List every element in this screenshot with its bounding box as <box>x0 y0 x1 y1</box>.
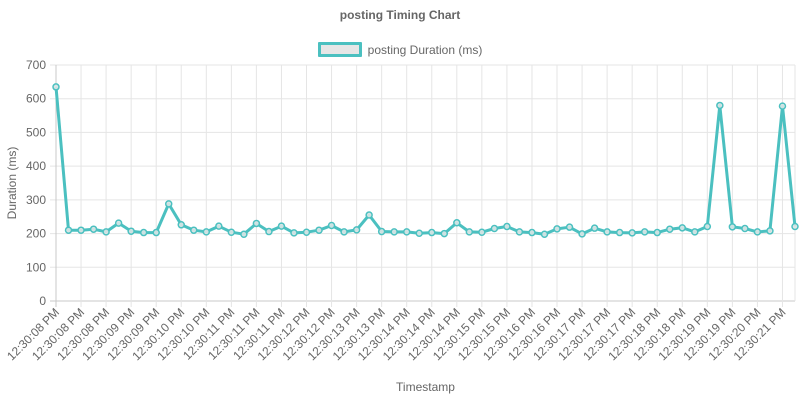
data-point[interactable] <box>164 200 173 208</box>
data-point[interactable] <box>590 224 599 232</box>
data-point[interactable] <box>753 228 762 236</box>
data-point[interactable] <box>603 228 611 236</box>
data-point[interactable] <box>628 229 636 237</box>
data-point[interactable] <box>252 219 261 228</box>
legend-label[interactable]: posting Duration (ms) <box>367 42 483 57</box>
data-point[interactable] <box>703 222 712 231</box>
data-point[interactable] <box>766 227 774 235</box>
data-point[interactable] <box>478 228 486 236</box>
chart-legend[interactable]: posting Duration (ms) <box>0 42 800 57</box>
data-point[interactable] <box>415 229 423 237</box>
data-point[interactable] <box>327 221 336 230</box>
y-tick-label: 700 <box>26 58 46 72</box>
data-point[interactable] <box>453 219 461 227</box>
legend-swatch[interactable] <box>317 42 362 57</box>
data-point[interactable] <box>190 226 198 234</box>
chart-title: posting Timing Chart <box>339 8 461 22</box>
data-point[interactable] <box>77 226 85 234</box>
data-point[interactable] <box>465 228 474 236</box>
y-tick-label: 300 <box>26 193 46 207</box>
data-point[interactable] <box>665 225 674 233</box>
y-tick-label: 0 <box>39 294 46 308</box>
data-point[interactable] <box>139 228 148 237</box>
y-tick-label: 500 <box>26 125 46 139</box>
data-point[interactable] <box>315 226 323 234</box>
data-point[interactable] <box>728 223 737 231</box>
series-layer <box>52 83 799 238</box>
y-tick-label: 400 <box>26 159 46 173</box>
data-point[interactable] <box>265 227 273 236</box>
data-point[interactable] <box>227 228 236 236</box>
data-point[interactable] <box>377 227 386 236</box>
data-point[interactable] <box>64 226 73 234</box>
data-point[interactable] <box>553 225 561 233</box>
data-point[interactable] <box>352 226 361 234</box>
data-point[interactable] <box>390 228 398 236</box>
data-point[interactable] <box>340 228 348 236</box>
data-point[interactable] <box>52 83 60 91</box>
data-point[interactable] <box>490 224 499 233</box>
data-point[interactable] <box>290 229 298 237</box>
data-point[interactable] <box>277 222 286 230</box>
data-point[interactable] <box>565 223 574 231</box>
data-point[interactable] <box>716 101 724 110</box>
data-point[interactable] <box>215 222 223 230</box>
data-point[interactable] <box>177 221 186 229</box>
data-point[interactable] <box>202 228 211 236</box>
grid-layer <box>50 64 796 307</box>
data-point[interactable] <box>528 228 536 237</box>
y-tick-label: 600 <box>26 92 46 106</box>
y-tick-label: 200 <box>26 227 46 241</box>
data-point[interactable] <box>102 228 110 236</box>
data-point[interactable] <box>302 228 311 236</box>
data-point[interactable] <box>791 222 799 231</box>
data-point[interactable] <box>678 224 687 232</box>
data-point[interactable] <box>515 228 524 236</box>
data-point[interactable] <box>778 102 787 110</box>
data-point[interactable] <box>578 230 586 238</box>
data-point[interactable] <box>653 228 661 237</box>
data-point[interactable] <box>152 228 160 237</box>
data-point[interactable] <box>640 228 649 236</box>
data-point[interactable] <box>89 225 98 233</box>
data-point[interactable] <box>114 219 123 227</box>
series-line <box>54 86 797 236</box>
data-point[interactable] <box>428 228 436 237</box>
data-point[interactable] <box>540 230 549 238</box>
data-point[interactable] <box>741 224 749 233</box>
data-point[interactable] <box>240 230 248 238</box>
data-point[interactable] <box>127 227 135 235</box>
data-point[interactable] <box>440 229 449 238</box>
y-axis-title: Duration (ms) <box>5 147 19 220</box>
data-point[interactable] <box>365 211 373 219</box>
y-tick-label: 100 <box>26 260 46 274</box>
data-point[interactable] <box>402 228 411 236</box>
data-point[interactable] <box>615 228 624 237</box>
data-point[interactable] <box>503 222 511 231</box>
x-axis-title: Timestamp <box>396 380 455 394</box>
data-point[interactable] <box>691 228 699 236</box>
